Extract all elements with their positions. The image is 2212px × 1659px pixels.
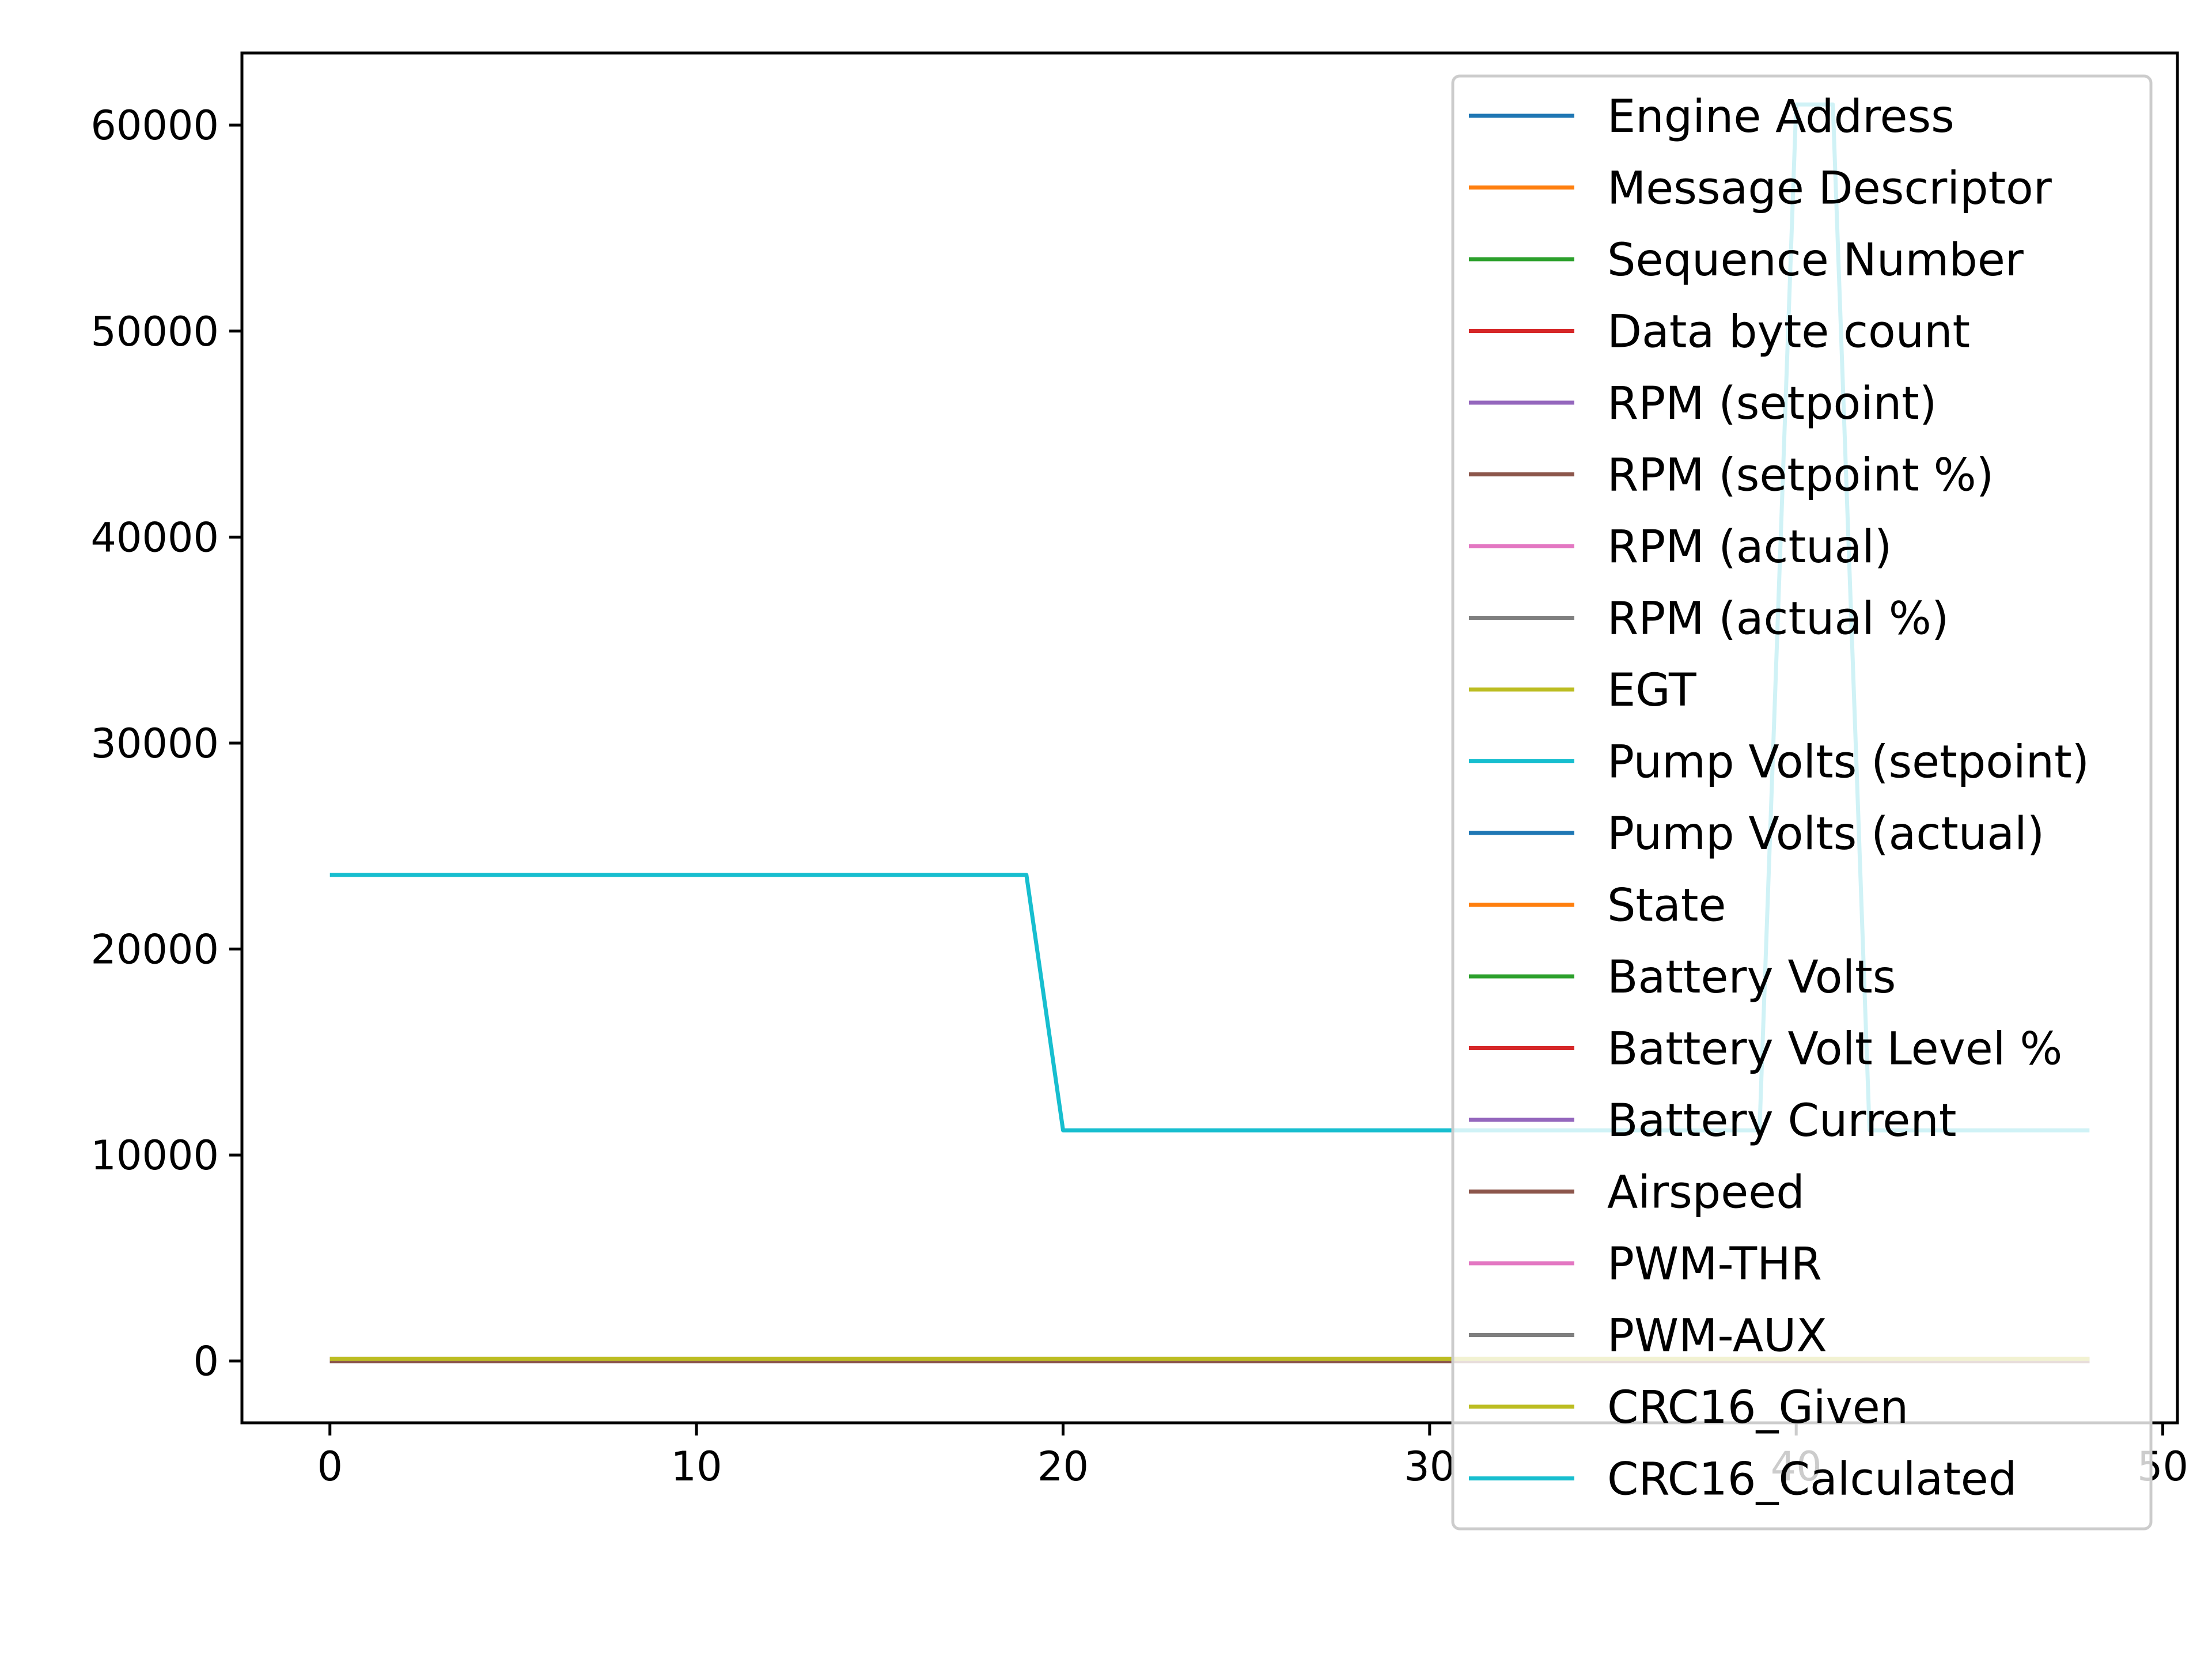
legend-label: Battery Volt Level % <box>1607 1024 2062 1075</box>
x-tick-label: 20 <box>1037 1443 1089 1490</box>
legend: Engine Address Message Descriptor Sequence… <box>1451 74 2153 1531</box>
x-tick-label: 30 <box>1404 1443 1455 1490</box>
y-tick-label: 0 <box>193 1338 219 1385</box>
legend-label: Airspeed <box>1607 1167 1805 1219</box>
legend-label: PWM-THR <box>1607 1238 1822 1290</box>
x-tick-label: 0 <box>317 1443 343 1490</box>
y-tick-label: 10000 <box>90 1132 219 1179</box>
legend-label: Sequence Number <box>1607 234 2024 286</box>
legend-label: RPM (setpoint) <box>1607 378 1937 430</box>
y-tick-label: 50000 <box>90 308 219 355</box>
legend-label: Battery Current <box>1607 1095 1956 1147</box>
legend-label: State <box>1607 880 1726 932</box>
legend-label: RPM (actual %) <box>1607 593 1949 645</box>
legend-label: CRC16_Calculated <box>1607 1454 2017 1506</box>
y-tick-label: 30000 <box>90 720 219 767</box>
legend-label: Battery Volts <box>1607 952 1896 1003</box>
legend-label: CRC16_Given <box>1607 1382 1908 1434</box>
x-tick-label: 10 <box>671 1443 722 1490</box>
legend-label: Data byte count <box>1607 306 1970 358</box>
y-axis: 0 10000 20000 30000 40000 50000 60000 <box>90 102 242 1385</box>
y-tick-label: 20000 <box>90 926 219 974</box>
legend-label: RPM (actual) <box>1607 521 1892 573</box>
legend-label: Engine Address <box>1607 91 1955 143</box>
legend-box <box>1451 74 2153 1531</box>
legend-label: RPM (setpoint %) <box>1607 450 1994 502</box>
y-tick-label: 40000 <box>90 514 219 561</box>
axes-frame <box>240 51 2179 1425</box>
legend-label: Message Descriptor <box>1607 163 2052 215</box>
legend-label: Pump Volts (setpoint) <box>1607 737 2089 789</box>
legend-label: EGT <box>1607 665 1696 717</box>
legend-label: PWM-AUX <box>1607 1310 1827 1362</box>
legend-label: Pump Volts (actual) <box>1607 808 2044 860</box>
y-tick-label: 60000 <box>90 102 219 149</box>
